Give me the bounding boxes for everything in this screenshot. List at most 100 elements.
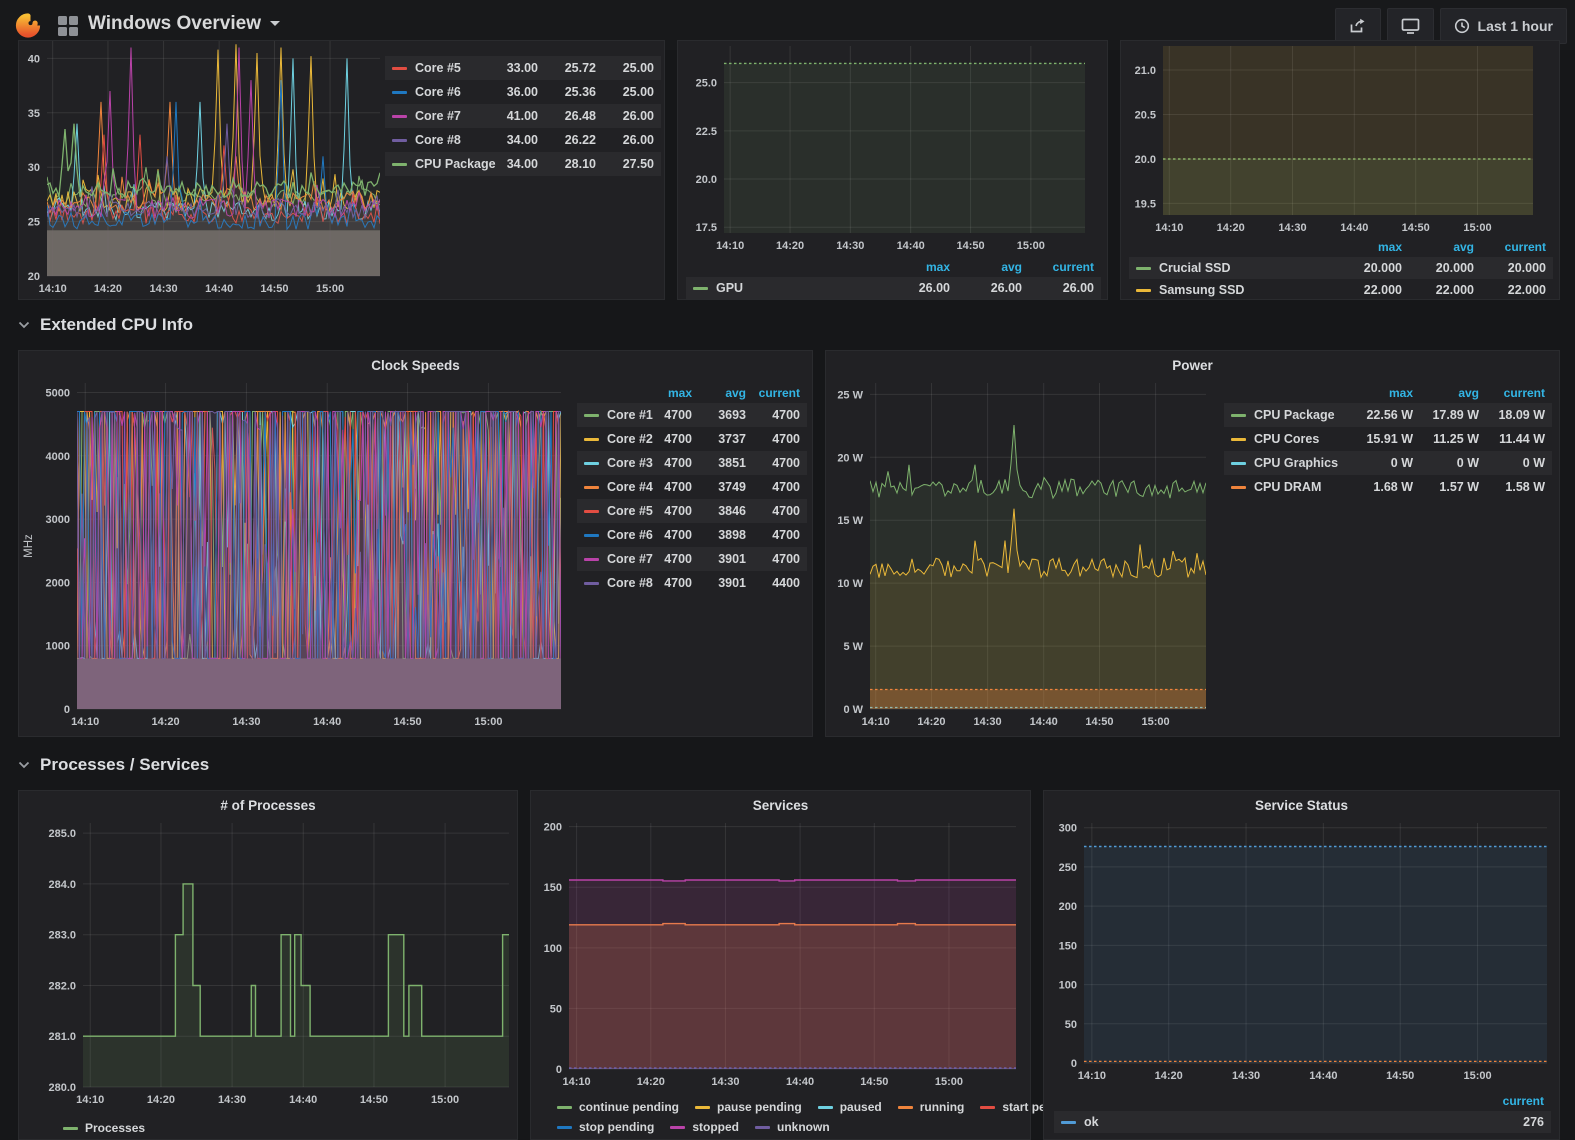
series-CPU Package — [870, 424, 1206, 500]
legend-item[interactable]: paused — [817, 1100, 882, 1114]
y-axis-tick-label: 4000 — [46, 451, 70, 463]
legend-series-label[interactable]: CPU Package — [392, 157, 496, 171]
power-chart[interactable]: 0 W 5 W 10 W 15 W 20 W 25 W 14:10 14:20 14:30 14:… — [826, 379, 1218, 733]
series-CPU Package — [47, 123, 380, 199]
y-axis-tick-label: 150 — [1059, 940, 1077, 952]
series-Core #6 — [47, 80, 380, 231]
legend-series-label[interactable]: CPU Cores — [1231, 432, 1347, 446]
legend-column-header[interactable]: current — [1502, 1094, 1544, 1108]
legend-series-name: Core #6 — [607, 528, 653, 542]
legend-item[interactable]: stop pending — [557, 1120, 654, 1134]
section-extended-cpu-info[interactable]: Extended CPU Info — [18, 312, 193, 338]
legend-column-header[interactable]: current — [1504, 240, 1546, 254]
clock-speeds-chart[interactable]: 0 1000 2000 3000 4000 5000 14:10 14:20 14:30 14:4… — [19, 379, 575, 733]
gpu-chart[interactable]: 17.5 20.0 22.5 25.0 14:10 14:20 14:30 14:40 14:5… — [678, 41, 1109, 255]
panel-title[interactable]: Clock Speeds — [371, 358, 460, 373]
legend-series-label[interactable]: Core #1 — [584, 408, 653, 422]
legend-series-label[interactable]: Core #8 — [392, 133, 480, 147]
legend-column-header[interactable]: current — [1052, 260, 1094, 274]
series-color-dash — [392, 162, 407, 166]
legend-row: CPU Package 22.56 W 17.89 W 18.09 W — [1224, 403, 1552, 427]
x-axis-tick-label: 14:10 — [862, 716, 890, 728]
x-axis-tick-label: 14:10 — [71, 716, 99, 728]
legend-column-header[interactable]: current — [758, 386, 800, 400]
legend-value-avg: 3851 — [718, 456, 746, 470]
x-axis-tick-label: 14:10 — [563, 1076, 591, 1088]
legend-item[interactable]: stopped — [670, 1120, 739, 1134]
legend-series-label[interactable]: GPU — [693, 281, 878, 295]
legend-series-label[interactable]: Core #2 — [584, 432, 653, 446]
section-processes-services[interactable]: Processes / Services — [18, 752, 209, 778]
legend-series-label[interactable]: Samsung SSD — [1136, 283, 1330, 297]
panel-title[interactable]: Service Status — [1254, 798, 1349, 813]
panel-title[interactable]: # of Processes — [220, 798, 316, 813]
legend-column-header[interactable]: max — [1377, 240, 1402, 254]
legend-item[interactable]: Processes — [63, 1121, 145, 1135]
x-axis-tick-label: 14:20 — [94, 283, 122, 295]
legend-value-max: 1.68 W — [1373, 480, 1413, 494]
legend-series-label[interactable]: Core #7 — [584, 552, 653, 566]
dashboard-title[interactable]: Windows Overview — [88, 13, 280, 35]
services-chart[interactable]: 0 50 100 150 200 14:10 14:20 14:30 14:40 14:50 15:… — [531, 819, 1032, 1095]
legend-column-header[interactable]: current — [1503, 386, 1545, 400]
service-status-chart[interactable]: 0 50 100 150 200 250 300 14:10 14:20 14:30 14:40 14… — [1044, 819, 1561, 1089]
legend-series-label[interactable]: Core #5 — [584, 504, 653, 518]
legend-item[interactable]: pause pending — [695, 1100, 802, 1114]
legend-value-max: 41.00 — [506, 109, 538, 123]
legend-series-label[interactable]: Core #8 — [584, 576, 653, 590]
legend-column-header[interactable]: avg — [1458, 386, 1479, 400]
legend-item[interactable]: unknown — [755, 1120, 830, 1134]
y-axis-tick-label: 22.5 — [696, 126, 717, 138]
legend-column-header[interactable]: max — [667, 386, 692, 400]
x-axis-tick-label: 14:30 — [218, 1094, 246, 1106]
legend-column-header[interactable]: avg — [1453, 240, 1474, 254]
legend-value-avg: 25.36 — [564, 85, 596, 99]
legend-series-label[interactable]: Core #6 — [584, 528, 653, 542]
monitor-icon — [1401, 18, 1419, 34]
legend-series-label[interactable]: Core #3 — [584, 456, 653, 470]
share-button[interactable] — [1334, 8, 1381, 44]
legend-series-label[interactable]: CPU Graphics — [1231, 456, 1347, 470]
panel-power: Power 0 W 5 W 10 W 15 W 20 W 25 W 14:10 14:20 14… — [825, 350, 1560, 737]
x-axis-tick-label: 15:00 — [1017, 240, 1045, 252]
y-axis-tick-label: 25 — [28, 217, 40, 229]
legend-value-current: 4400 — [772, 576, 800, 590]
ssd-chart[interactable]: 19.5 20.0 20.5 21.0 14:10 14:20 14:30 14:40 14:5… — [1121, 41, 1561, 237]
x-axis-tick-label: 14:20 — [147, 1094, 175, 1106]
x-axis-tick-label: 14:40 — [897, 240, 925, 252]
legend-series-label[interactable]: ok — [1061, 1115, 1204, 1129]
legend-series-label[interactable]: Core #5 — [392, 61, 480, 75]
panel-title[interactable]: Power — [1172, 358, 1213, 373]
legend-value-current: 4700 — [772, 408, 800, 422]
panel-title[interactable]: Services — [752, 798, 809, 813]
cpu-temperatures-chart[interactable]: 20 25 30 35 40 14:10 14:20 14:30 14:40 14:50 15:00 — [19, 41, 384, 299]
legend-series-name: CPU Graphics — [1254, 456, 1339, 470]
x-axis-tick-label: 14:10 — [39, 283, 67, 295]
legend-column-header[interactable]: avg — [725, 386, 746, 400]
dashboard-grid-icon[interactable] — [58, 16, 78, 36]
legend-item[interactable]: running — [897, 1100, 964, 1114]
legend-item[interactable]: continue pending — [557, 1100, 679, 1114]
legend-series-label[interactable]: CPU Package — [1231, 408, 1347, 422]
legend-column-header[interactable]: max — [1388, 386, 1413, 400]
grafana-logo[interactable] — [10, 7, 46, 43]
series-color-dash — [817, 1105, 833, 1109]
legend-series-name: Core #8 — [607, 576, 653, 590]
processes-chart[interactable]: 280.0 281.0 282.0 283.0 284.0 285.0 14:10 14:20… — [19, 819, 519, 1113]
legend-series-label[interactable]: Core #7 — [392, 109, 480, 123]
legend-row: Core #3 4700 3851 4700 — [577, 451, 807, 475]
legend-series-label[interactable]: Crucial SSD — [1136, 261, 1330, 275]
series-color-dash — [63, 1126, 78, 1130]
tv-mode-button[interactable] — [1386, 8, 1434, 44]
legend-value-avg: 0 W — [1456, 456, 1479, 470]
legend-column-header[interactable]: max — [925, 260, 950, 274]
legend-value-max: 4700 — [664, 408, 692, 422]
legend-series-label[interactable]: Core #6 — [392, 85, 480, 99]
x-axis-tick-label: 14:40 — [1309, 1070, 1337, 1082]
legend-value-current: 22.000 — [1507, 283, 1546, 297]
legend-column-header[interactable]: avg — [1001, 260, 1022, 274]
legend-series-label[interactable]: Core #4 — [584, 480, 653, 494]
time-range-button[interactable]: Last 1 hour — [1439, 8, 1567, 44]
legend-series-label[interactable]: CPU DRAM — [1231, 480, 1347, 494]
y-axis-tick-label: 280.0 — [48, 1082, 76, 1094]
